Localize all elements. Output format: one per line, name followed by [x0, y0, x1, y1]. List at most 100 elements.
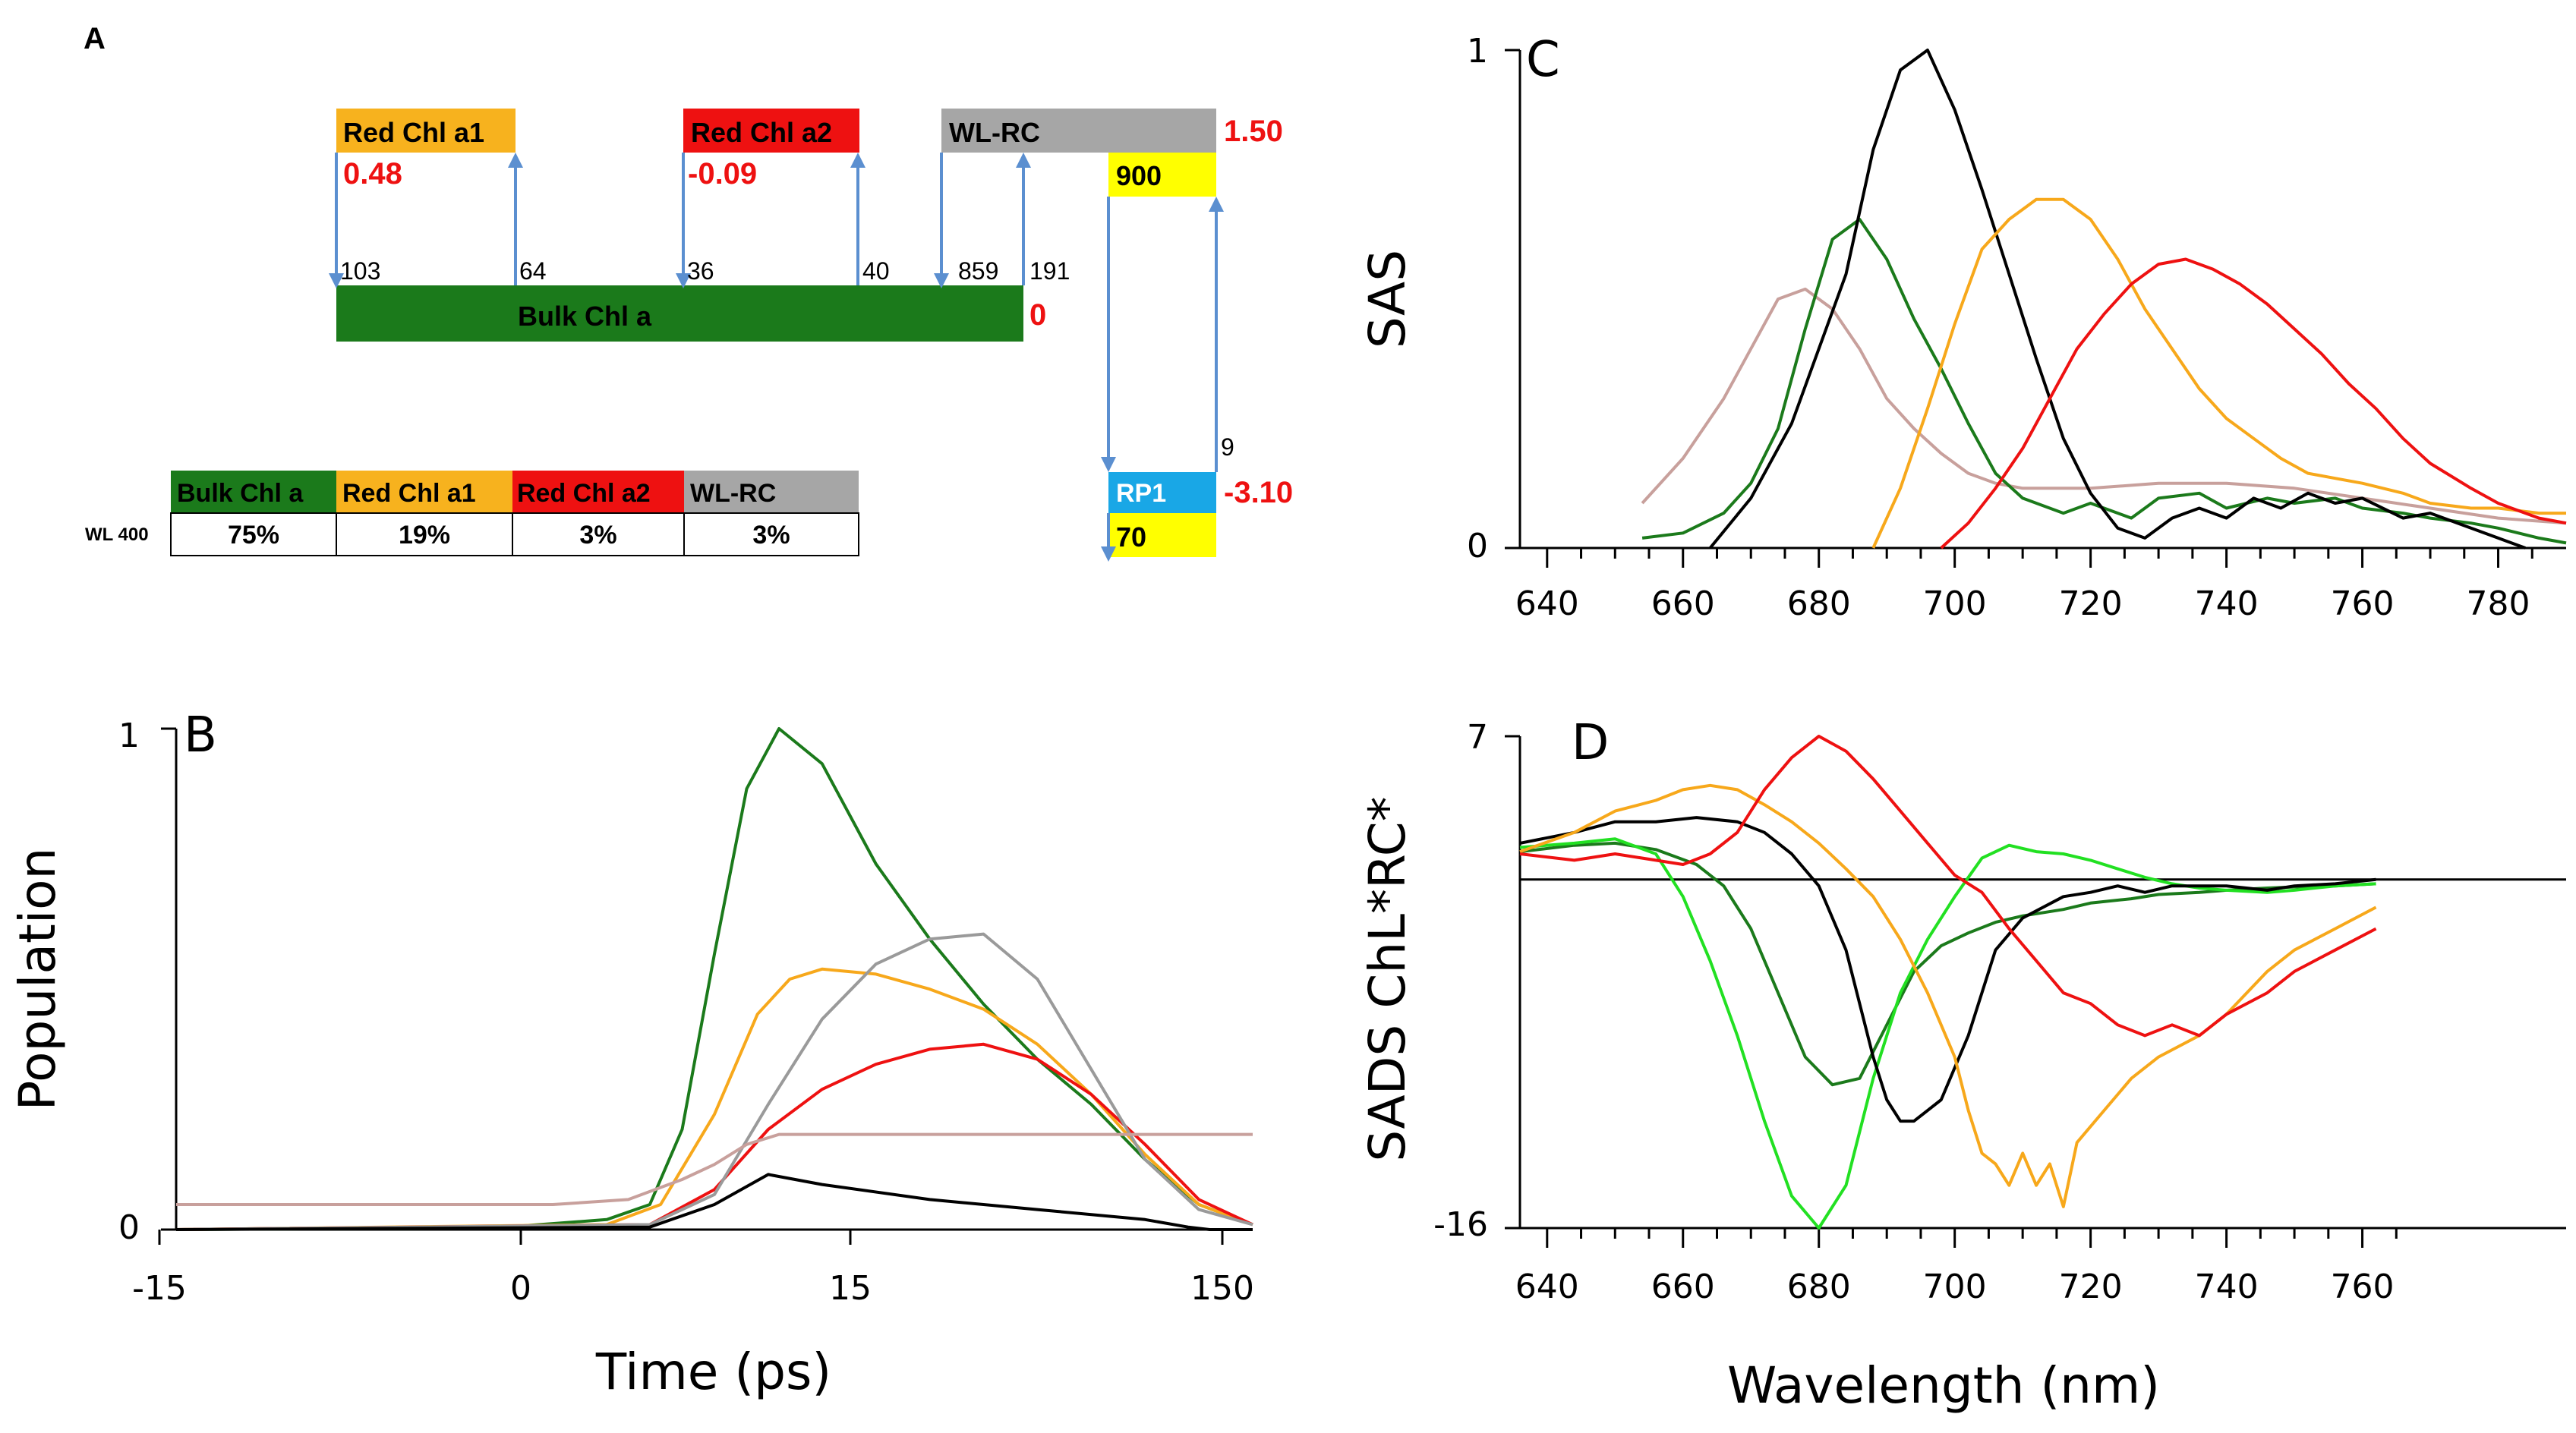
panel-a: A Red Chl a1 0.48 Red Chl a2 -0.09 WL-RC…	[84, 22, 1293, 562]
table-header-bulk-text: Bulk Chl a	[177, 479, 304, 508]
bulk-chl-a-label: Bulk Chl a	[518, 301, 652, 332]
panel-c-xtick-5: 740	[2195, 584, 2259, 623]
panel-c-ytick-1: 1	[1467, 32, 1488, 71]
panel-d-xlabel: Wavelength (nm)	[1727, 1356, 2160, 1415]
red-chl-a2-energy: -0.09	[688, 157, 757, 191]
rp1-label: RP1	[1116, 479, 1166, 508]
panel-b-ticks	[158, 727, 1224, 1245]
panel-a-letter: A	[84, 22, 106, 55]
table-cell-bulk	[170, 512, 337, 556]
panel-d-xtick-6: 760	[2331, 1268, 2395, 1306]
table-value-red2: 3%	[579, 521, 616, 550]
panel-b-series-wl-rc	[175, 932, 1253, 1231]
panel-d-series	[1519, 735, 2377, 1230]
panel-c-series-orange	[1871, 197, 2566, 549]
panel-b-xlabel: Time (ps)	[595, 1343, 831, 1401]
panel-d-xtick-3: 700	[1923, 1268, 1987, 1306]
amplitude-table: Bulk Chl a Red Chl a1 Red Chl a2 WL-RC W…	[85, 471, 859, 556]
table-header-red1	[336, 471, 512, 513]
panel-c-series-green	[1641, 218, 2567, 545]
table-header-red2-text: Red Chl a2	[517, 479, 651, 508]
panel-c-xtick-1: 660	[1651, 584, 1715, 623]
panel-d-xtick-2: 680	[1787, 1268, 1851, 1306]
rate-9: 9	[1221, 433, 1234, 461]
red-chl-a1-label: Red Chl a1	[343, 117, 484, 148]
rp1-value: 70	[1116, 521, 1146, 553]
panel-b: B 0 1 -15 0 15 150 Time (ps) Population	[8, 707, 1254, 1401]
panel-c-xtick-7: 780	[2467, 584, 2530, 623]
rate-64: 64	[519, 257, 547, 285]
panel-c-ticks	[1505, 49, 2533, 568]
panel-b-series	[175, 727, 1253, 1231]
bulk-chl-a-bar	[336, 285, 1023, 342]
panel-d-ytick-0: -16	[1433, 1205, 1488, 1244]
panel-b-letter: B	[184, 707, 217, 764]
panel-b-xtick-0: -15	[132, 1269, 187, 1308]
rate-constants: 103 64 36 40 859 191 9	[340, 257, 1234, 461]
panel-d-series-orange	[1519, 783, 2377, 1208]
wl-rc-energy: 1.50	[1224, 115, 1283, 148]
panel-c-series-pink	[1641, 287, 2567, 525]
table-header-red2	[512, 471, 684, 513]
panel-d-ticks	[1505, 735, 2398, 1248]
panel-c-series-red	[1940, 257, 2567, 550]
table-cell-red1	[336, 512, 513, 556]
panel-d: D -16 7 SADS ChL*RC* 640 660 680 700 720 740 7…	[1358, 715, 2566, 1415]
panel-c-ylabel: SAS	[1358, 250, 1417, 348]
panel-c-series	[1641, 49, 2567, 550]
red-chl-a2-box	[683, 109, 859, 153]
panel-c-xtick-labels: 640 660 680 700 720 740 760 780	[1515, 584, 2530, 623]
table-value-bulk: 75%	[228, 521, 279, 550]
panel-b-series-rp1	[176, 1132, 1253, 1206]
panel-d-xtick-4: 720	[2059, 1268, 2123, 1306]
wl-rc-box	[941, 109, 1216, 153]
panel-b-ytick-1: 1	[118, 716, 140, 755]
panel-d-xtick-5: 740	[2195, 1268, 2259, 1306]
table-header-bulk	[171, 471, 336, 513]
rate-859: 859	[958, 257, 998, 285]
table-cell-wlrc	[683, 512, 859, 556]
panel-d-series-black	[1519, 816, 2376, 1123]
table-value-red1: 19%	[399, 521, 450, 550]
wl-rc-value-box	[1108, 153, 1216, 197]
table-header-wlrc	[684, 471, 859, 513]
table-header-red1-text: Red Chl a1	[342, 479, 476, 508]
panel-c-xtick-6: 760	[2331, 584, 2395, 623]
rate-103: 103	[340, 257, 380, 285]
panel-b-series-bulk-chl-a	[175, 727, 1253, 1231]
panel-d-xtick-1: 660	[1651, 1268, 1715, 1306]
table-cell-red2	[512, 512, 685, 556]
red-chl-a1-box	[336, 109, 516, 153]
panel-b-series-black	[175, 1173, 1253, 1231]
panel-d-ylabel: SADS ChL*RC*	[1358, 796, 1417, 1161]
panel-d-axes	[1518, 736, 2566, 1230]
panel-d-xtick-labels: 640 660 680 700 720 740 760	[1515, 1268, 2395, 1306]
red-chl-a1-energy: 0.48	[343, 157, 402, 191]
panel-c-letter: C	[1526, 32, 1560, 88]
panel-b-series-red-chl-a2	[175, 1042, 1253, 1231]
panel-d-xtick-0: 640	[1515, 1268, 1579, 1306]
panel-b-xtick-1: 0	[510, 1269, 531, 1308]
panel-b-xtick-3: 150	[1190, 1269, 1254, 1308]
panel-c-xtick-3: 700	[1923, 584, 1987, 623]
panel-b-ytick-0: 0	[118, 1208, 140, 1247]
wl-rc-value: 900	[1116, 160, 1162, 191]
panel-d-series-red	[1519, 735, 2377, 1038]
red-chl-a2-label: Red Chl a2	[691, 117, 832, 148]
rate-191: 191	[1029, 257, 1070, 285]
panel-d-series-lime	[1519, 837, 2376, 1230]
wl-rc-label: WL-RC	[949, 117, 1040, 148]
panel-b-axes	[175, 729, 1253, 1231]
panel-c-xtick-4: 720	[2059, 584, 2123, 623]
bulk-energy: 0	[1029, 298, 1046, 332]
panel-b-ylabel: Population	[8, 848, 67, 1111]
panel-c-xtick-0: 640	[1515, 584, 1579, 623]
panel-d-ytick-1: 7	[1467, 718, 1488, 757]
rate-40: 40	[862, 257, 890, 285]
panel-c-ytick-0: 0	[1467, 527, 1488, 565]
panel-c-axes	[1518, 50, 2566, 550]
panel-c-series-black	[1708, 49, 2526, 550]
transfer-arrows	[329, 153, 1224, 562]
table-row-label: WL 400	[85, 524, 149, 545]
rate-36: 36	[687, 257, 714, 285]
